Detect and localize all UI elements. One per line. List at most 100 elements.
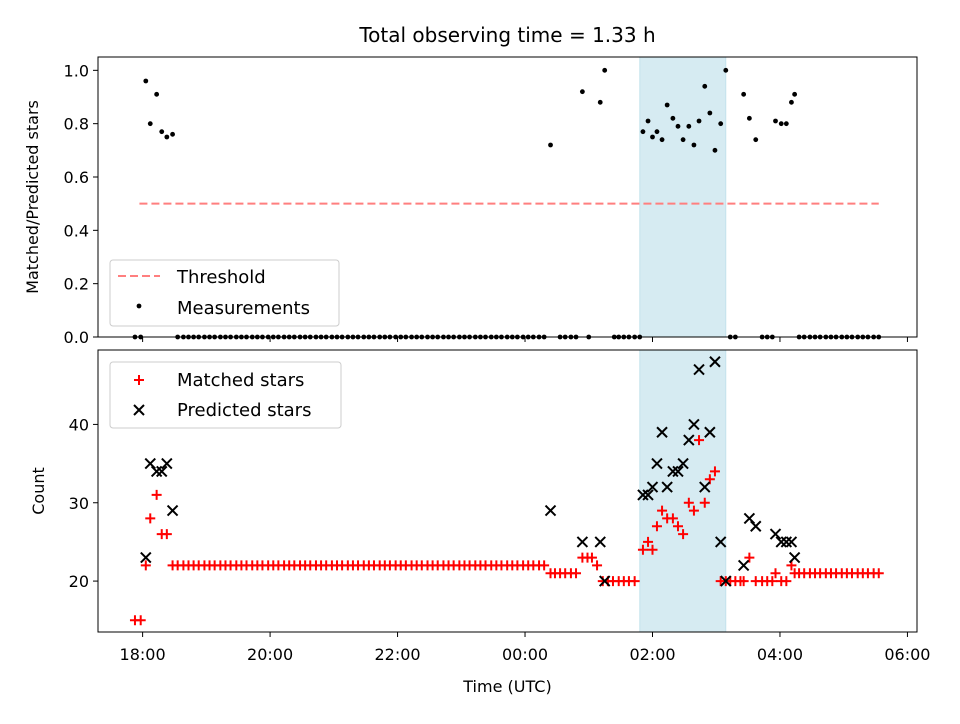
data-point xyxy=(659,137,665,143)
y-tick-label: 0.8 xyxy=(64,115,89,134)
data-point xyxy=(720,575,732,587)
data-point xyxy=(637,489,649,501)
data-point xyxy=(750,520,762,532)
data-point xyxy=(147,121,153,127)
legend-predicted-label: Predicted stars xyxy=(177,400,311,421)
x-tick-label: 02:00 xyxy=(629,645,675,664)
legend-box xyxy=(109,361,342,429)
data-point xyxy=(579,89,585,95)
data-point xyxy=(651,521,662,532)
data-point xyxy=(656,426,668,438)
axes-frame xyxy=(97,349,918,633)
data-point xyxy=(144,457,156,470)
data-point xyxy=(678,529,689,540)
data-point xyxy=(785,536,798,548)
data-point xyxy=(670,115,676,121)
legend-matched-swatch xyxy=(134,375,144,385)
data-point xyxy=(709,466,720,477)
data-point xyxy=(667,465,679,478)
data-point xyxy=(683,497,694,508)
chart-title: Total observing time = 1.33 h xyxy=(358,23,655,47)
data-point xyxy=(602,67,608,73)
data-point xyxy=(773,118,778,124)
legend-top: Threshold Measurements xyxy=(109,259,340,327)
data-point xyxy=(691,142,697,148)
data-point xyxy=(694,435,705,446)
data-point xyxy=(154,91,160,97)
data-point xyxy=(780,536,793,548)
data-point xyxy=(743,512,756,525)
data-point xyxy=(645,118,651,124)
data-point xyxy=(688,505,699,516)
data-point xyxy=(145,513,156,524)
data-point xyxy=(654,129,660,135)
data-point xyxy=(586,552,597,563)
legend-matched-label: Matched stars xyxy=(177,370,304,391)
data-point xyxy=(778,121,784,127)
data-point xyxy=(592,560,603,571)
data-point xyxy=(686,123,692,129)
data-point xyxy=(775,536,787,548)
legend-box xyxy=(109,259,340,327)
data-point xyxy=(693,363,705,376)
y-tick-label: 0.2 xyxy=(64,275,89,294)
highlight-span xyxy=(639,56,727,338)
data-point xyxy=(672,465,684,478)
data-point xyxy=(699,481,711,493)
data-point xyxy=(704,426,716,438)
data-point xyxy=(707,110,713,116)
data-point xyxy=(594,536,606,548)
data-point xyxy=(143,78,149,84)
data-point xyxy=(675,123,681,129)
data-point xyxy=(548,142,553,148)
data-point xyxy=(792,91,798,97)
y-axis-label: Count xyxy=(29,467,48,515)
data-point xyxy=(781,576,792,587)
y-tick-label: 20 xyxy=(69,572,89,591)
y-tick-label: 0.4 xyxy=(64,221,89,240)
data-point xyxy=(544,504,557,517)
y-tick-label: 30 xyxy=(69,494,89,513)
data-point xyxy=(647,544,658,555)
data-point xyxy=(150,465,163,478)
data-point xyxy=(539,560,550,571)
data-point xyxy=(156,465,168,478)
data-point xyxy=(664,102,670,108)
data-point xyxy=(683,434,695,446)
data-point xyxy=(680,137,686,143)
x-tick-label: 18:00 xyxy=(120,645,166,664)
x-tick-label: 04:00 xyxy=(757,645,803,664)
data-point xyxy=(712,147,718,153)
data-point xyxy=(696,118,702,124)
series-predicted-stars xyxy=(140,356,801,587)
data-point xyxy=(661,481,673,493)
y-axis-label: Matched/Predicted stars xyxy=(23,100,42,294)
data-point xyxy=(753,137,759,143)
series-matched-stars xyxy=(129,435,884,626)
data-point xyxy=(767,576,778,587)
axes-frame xyxy=(97,56,918,338)
data-point xyxy=(746,115,752,121)
y-tick-label: 40 xyxy=(69,415,89,434)
data-point xyxy=(651,457,663,470)
legend-measurements-swatch xyxy=(136,303,142,309)
data-point xyxy=(667,513,678,524)
data-point xyxy=(164,134,170,140)
data-point xyxy=(571,568,582,579)
data-point xyxy=(640,129,646,135)
data-point xyxy=(672,521,683,532)
data-point xyxy=(166,504,179,517)
data-point xyxy=(688,418,700,431)
data-point xyxy=(161,529,172,540)
data-point xyxy=(741,91,747,97)
data-point xyxy=(788,551,801,564)
data-point xyxy=(769,528,782,540)
data-point xyxy=(789,99,794,105)
series-measurements xyxy=(132,67,882,340)
x-tick-label: 20:00 xyxy=(247,645,293,664)
data-point xyxy=(783,121,789,127)
data-point xyxy=(643,536,654,547)
data-point xyxy=(650,134,655,140)
data-point xyxy=(699,497,710,508)
